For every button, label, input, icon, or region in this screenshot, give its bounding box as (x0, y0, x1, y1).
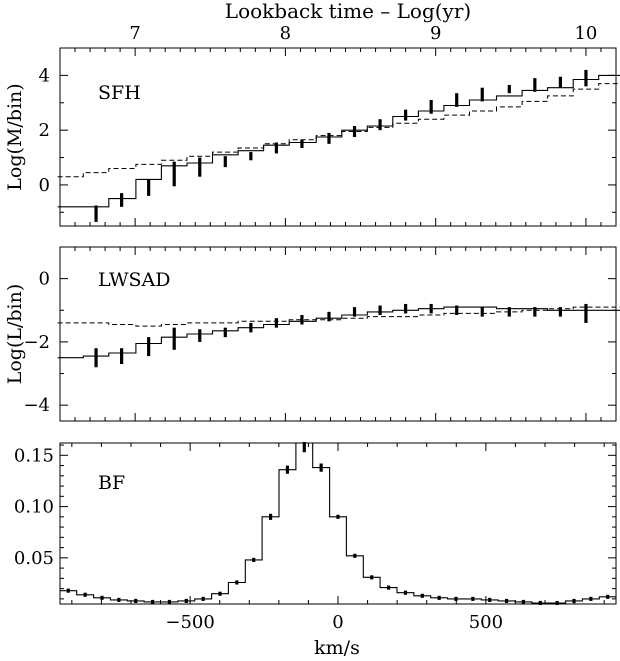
lwsad-y-tick-label: −4 (23, 395, 50, 416)
bf-panel-label: BF (98, 472, 125, 494)
sfh-marks (57, 69, 620, 222)
sfh-panel: SFH Log(M/bin) 7 8 9 10 0 2 4 (4, 23, 620, 227)
lwsad-frame (59, 246, 617, 422)
top-axis-tick-label: 9 (430, 23, 441, 44)
top-axis-tick-label: 10 (574, 23, 597, 44)
bf-x-tick-label: −500 (165, 612, 214, 633)
bf-panel: BF km/s −500 0 500 0.05 0.10 0.15 (14, 441, 617, 659)
lwsad-panel: LWSAD Log(L/bin) 0 −2 −4 (4, 246, 620, 422)
bf-x-axis-label: km/s (314, 637, 360, 659)
bf-y-tick-label: 0.10 (14, 497, 54, 518)
sfh-panel-label: SFH (98, 82, 141, 104)
lwsad-dashed-series (57, 306, 620, 327)
lwsad-marks (57, 303, 620, 368)
bf-y-tick-label: 0.15 (14, 445, 54, 466)
bf-y-tick-label: 0.05 (14, 548, 54, 569)
top-axis-label: Lookback time – Log(yr) (225, 0, 471, 23)
lwsad-y-tick-label: −2 (23, 332, 50, 353)
top-axis-tick-label: 7 (129, 23, 140, 44)
sfh-y-axis-label: Log(M/bin) (4, 83, 26, 190)
sfh-solid-series (57, 74, 620, 208)
bf-x-tick-label: 500 (469, 612, 503, 633)
sfh-y-tick-label: 2 (39, 120, 50, 141)
lwsad-y-axis-label: Log(L/bin) (4, 284, 26, 385)
bf-marks (59, 441, 617, 606)
lwsad-panel-label: LWSAD (98, 269, 170, 291)
bf-frame (59, 442, 617, 605)
sfh-frame (59, 47, 617, 227)
sfh-y-tick-label: 0 (39, 175, 50, 196)
bf-ticks: −500 0 500 0.05 0.10 0.15 (14, 443, 616, 633)
lwsad-y-tick-label: 0 (39, 269, 50, 290)
lwsad-ticks: 0 −2 −4 (23, 246, 617, 421)
sfh-y-tick-label: 4 (39, 65, 50, 86)
top-axis-tick-label: 8 (280, 23, 291, 44)
sfh-dashed-series (57, 83, 620, 178)
bf-x-tick-label: 0 (332, 612, 343, 633)
bf-solid-series (59, 442, 617, 604)
sfh-ticks: 7 8 9 10 0 2 4 (39, 23, 617, 226)
